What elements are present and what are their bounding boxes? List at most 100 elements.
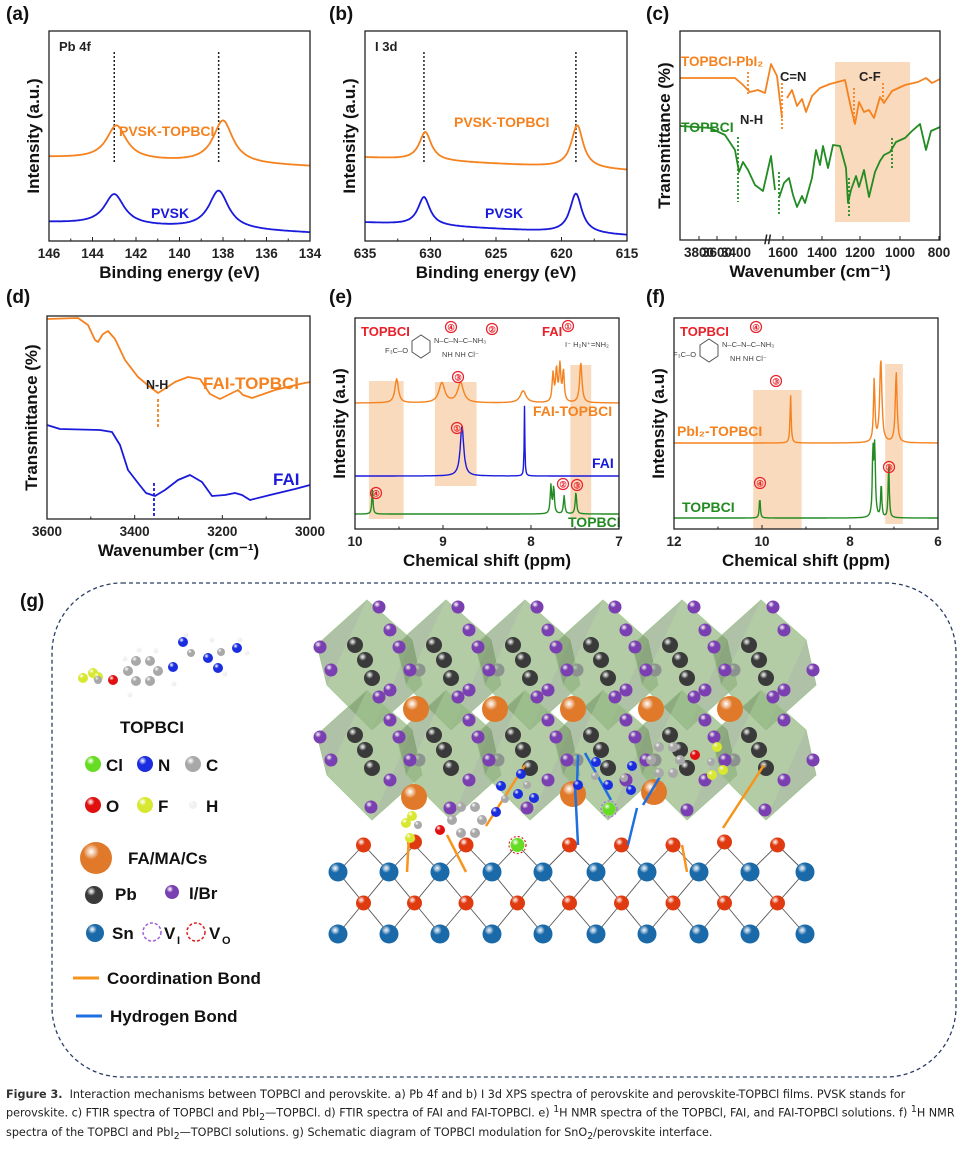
annotation-cf: C-F	[859, 69, 881, 84]
molecule-atom-c	[187, 649, 195, 657]
x-tick-label: 3600	[702, 245, 732, 260]
chart-f-nmr: PbI₂-TOPBCI TOPBCI ④ ③ ④ ③ TOPBCI F₃C–O N–C–N–C–…	[649, 317, 942, 570]
x-tick-label: 3600	[32, 524, 62, 539]
o-atom	[510, 895, 525, 911]
pb-atom	[443, 670, 459, 686]
sn-atom	[740, 862, 760, 882]
series-label: PVSK-TOPBCI	[454, 114, 549, 130]
pb-atom	[679, 670, 695, 686]
pb-atom	[593, 742, 609, 758]
halide-atom	[806, 753, 820, 767]
structure-fai: I⁻ H₂N⁺=NH₂	[565, 340, 609, 349]
caption-text: —TOPBCl. d) FTIR spectra of FAI and FAI-…	[265, 1106, 554, 1120]
x-tick-label: 1200	[845, 245, 875, 260]
adsorbed-molecule-atom	[501, 795, 509, 803]
o-atom	[717, 834, 732, 850]
o-atom	[770, 895, 785, 911]
sn-atom	[689, 862, 709, 882]
o-atom	[458, 895, 474, 911]
legend-oxygen-vacancy-icon	[186, 922, 206, 942]
structure-label-topbcl: TOPBCI	[361, 324, 410, 339]
adsorbed-molecule-atom	[620, 774, 628, 782]
o-atom	[665, 837, 681, 853]
o-atom	[562, 895, 577, 911]
halide-atom	[462, 623, 476, 637]
series-line-pvsk-topbci	[364, 124, 628, 171]
pb-atom	[662, 637, 678, 653]
marker-number: ③	[573, 481, 581, 491]
o-atom	[614, 837, 629, 853]
caption-text: Interaction mechanisms between TOPBCl an…	[6, 1088, 906, 1120]
halide-atom	[766, 690, 780, 704]
molecule-atom-h	[222, 671, 228, 677]
x-tick-label: 140	[168, 246, 191, 261]
o-atom	[562, 837, 577, 853]
adsorbed-molecule-atom	[491, 807, 501, 817]
marker-number: ③	[454, 373, 462, 383]
hydrogen-bond	[573, 784, 580, 846]
x-tick-label: 1600	[768, 245, 798, 260]
x-axis-label: Binding energy (eV)	[99, 263, 260, 282]
series-label: FAI	[592, 455, 614, 471]
halide-atom	[541, 773, 555, 787]
chart-d-ftir: N-H FAI-TOPBCI FAI 3600 3400 3200 3000 Wavenumb…	[22, 315, 325, 560]
x-tick-label: 630	[419, 246, 442, 261]
molecule-atom-h	[244, 650, 250, 656]
legend-atom-label: N	[158, 756, 170, 775]
halide-atom	[462, 773, 476, 787]
sn-atom	[430, 862, 450, 882]
marker-number: ④	[447, 323, 455, 333]
marker-number: ④	[752, 323, 760, 333]
halide-atom	[619, 623, 633, 637]
halide-atom	[541, 713, 555, 727]
legend-i-br-icon	[165, 885, 179, 899]
pb-atom	[672, 652, 688, 668]
series-label: FAI-TOPBCI	[533, 403, 612, 419]
x-tick-label: 12	[666, 534, 681, 549]
halide-atom	[324, 663, 338, 677]
sn-atom	[637, 924, 657, 944]
panel-label-c: (c)	[646, 4, 670, 25]
adsorbed-molecule-atom	[712, 742, 722, 752]
halide-atom	[383, 713, 397, 727]
sn-atom	[795, 924, 815, 944]
marker-circle	[749, 320, 763, 334]
series-line-fai	[46, 424, 311, 501]
series-label: PVSK	[485, 205, 523, 221]
adsorbed-molecule-atom	[496, 781, 506, 791]
pb-atom	[426, 727, 442, 743]
sn-atom	[795, 862, 815, 882]
adsorbed-molecule-atom	[456, 828, 466, 838]
legend-label-sub: I	[177, 935, 180, 947]
o-atom	[407, 895, 422, 911]
halide-atom	[462, 683, 476, 697]
legend-atom-label: O	[106, 797, 119, 816]
series-label: TOPBCI-PbI₂	[681, 54, 763, 69]
adsorbed-molecule-atom	[690, 750, 700, 760]
marker-number: ②	[488, 325, 496, 335]
pb-atom	[758, 760, 774, 776]
halide-atom	[777, 683, 791, 697]
marker-circle	[485, 322, 499, 336]
molecule-atom-n	[203, 653, 213, 663]
benzene-ring-icon	[411, 334, 431, 359]
structure-cf3o: F₃C–O	[385, 346, 408, 355]
halide-atom	[372, 600, 386, 614]
x-tick-label: 136	[255, 246, 278, 261]
x-tick-label: 144	[81, 246, 104, 261]
x-tick-label: 8	[527, 534, 535, 549]
pb-atom	[357, 652, 373, 668]
structure-chain: N–C–N–C–NH₃	[434, 336, 486, 345]
halide-atom	[403, 663, 417, 677]
caption-text: /perovskite interface.	[593, 1126, 713, 1140]
halide-atom	[687, 690, 701, 704]
legend-label: Sn	[112, 924, 134, 943]
marker-circle	[450, 421, 464, 435]
sn-atom	[379, 924, 399, 944]
pb-atom	[347, 727, 363, 743]
legend-atom-h-icon	[189, 801, 197, 809]
marker-circle	[882, 460, 896, 474]
series-line-pbi₂-topbci	[673, 360, 939, 444]
panel-label-a: (a)	[6, 4, 30, 25]
adsorbed-molecule-atom	[513, 789, 523, 799]
